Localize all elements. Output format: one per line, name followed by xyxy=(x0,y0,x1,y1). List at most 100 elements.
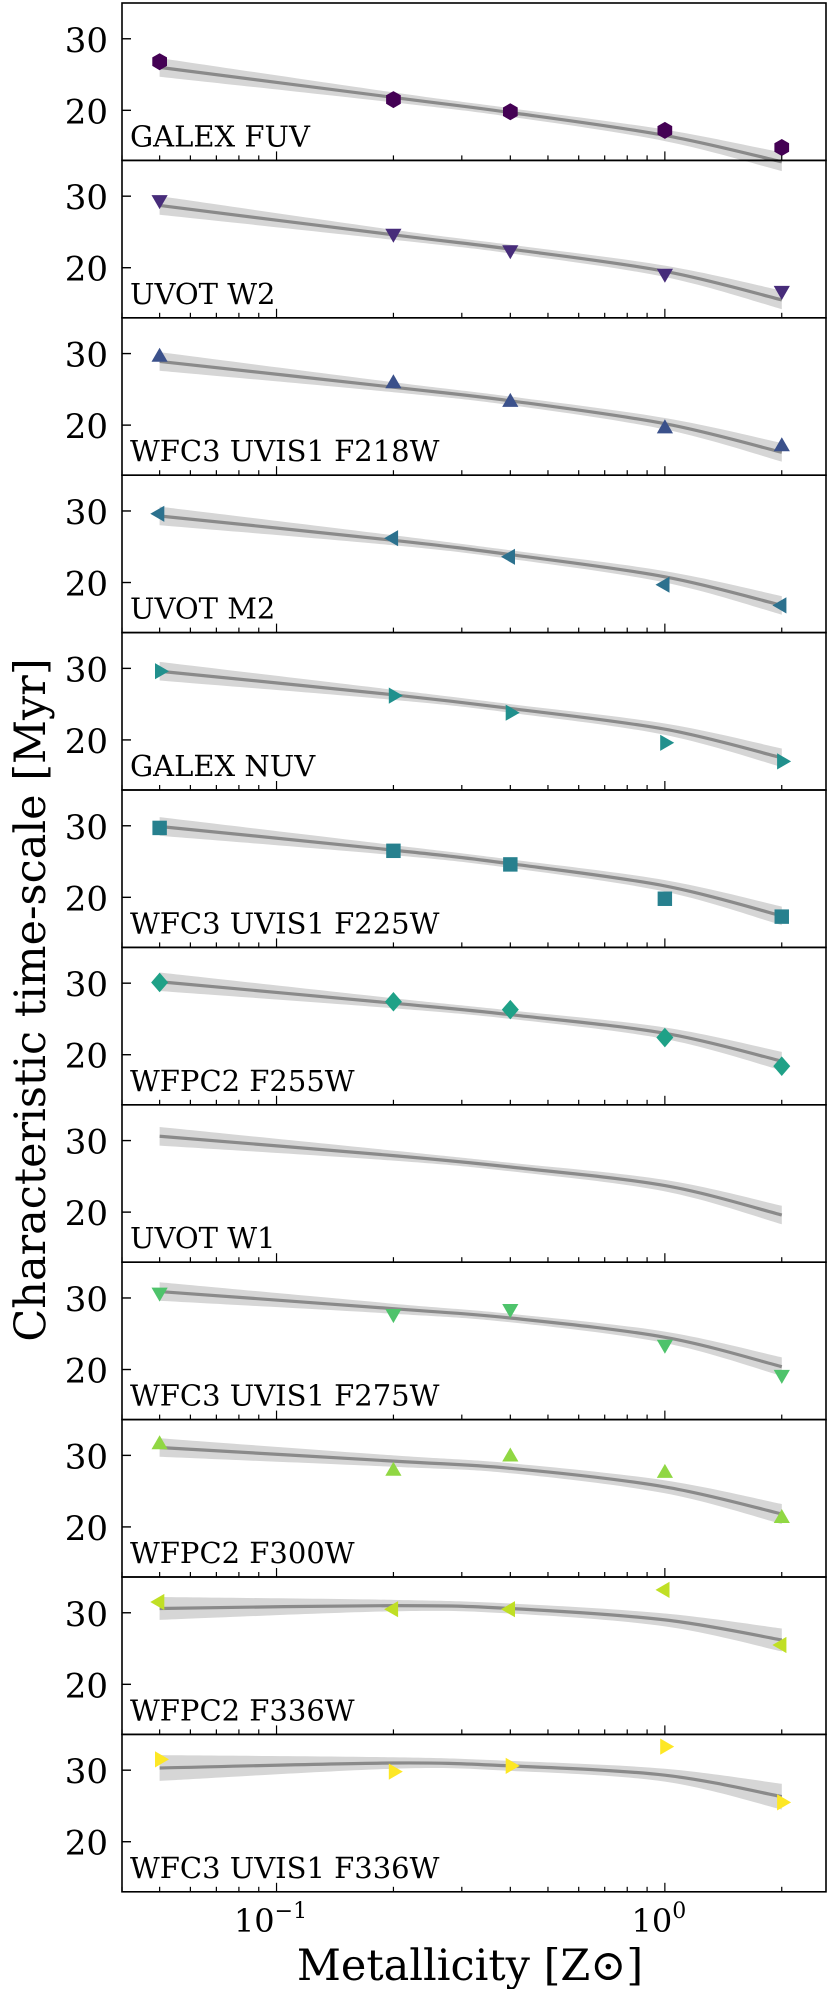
fit-line xyxy=(159,1289,783,1369)
data-point xyxy=(386,91,401,109)
data-point xyxy=(385,1309,402,1324)
y-tick-label: 30 xyxy=(65,1595,108,1635)
fit-line xyxy=(159,980,783,1063)
data-point xyxy=(150,505,165,522)
fit-line xyxy=(159,1134,783,1217)
y-axis-label: Characteristic time-scale [Myr] xyxy=(6,658,56,1341)
data-point xyxy=(656,1027,674,1048)
y-tick-label: 20 xyxy=(65,722,108,762)
data-point xyxy=(656,268,673,283)
y-tick-label: 20 xyxy=(65,1037,108,1077)
data-point xyxy=(777,753,792,770)
x-tick-label: 100 xyxy=(631,1899,686,1940)
data-point xyxy=(385,1461,402,1476)
data-point xyxy=(657,891,673,906)
panel-label: WFC3 UVIS1 F275W xyxy=(130,1379,440,1413)
data-point xyxy=(150,1593,165,1611)
data-point xyxy=(656,1463,673,1478)
panel-4: 20 30 UVOT M2 xyxy=(65,474,827,634)
data-point xyxy=(152,820,167,836)
data-point xyxy=(385,374,402,389)
data-point xyxy=(502,392,519,407)
confidence-band xyxy=(159,1282,782,1376)
data-point xyxy=(505,704,520,721)
panel-label: GALEX NUV xyxy=(130,749,316,783)
y-tick-label: 30 xyxy=(65,1280,108,1320)
data-point xyxy=(388,687,403,704)
panel-11: 20 30 WFPC2 F336W xyxy=(65,1576,827,1736)
panel-10: 20 30 WFPC2 F300W xyxy=(65,1418,827,1578)
data-point xyxy=(502,1304,519,1319)
data-point xyxy=(657,121,673,139)
panel-2: 20 30 UVOT W2 xyxy=(65,159,827,319)
x-tick-labels: 10−1 100 xyxy=(234,1899,686,1940)
panel-label: WFC3 UVIS1 F225W xyxy=(130,906,440,940)
confidence-band xyxy=(159,1755,782,1810)
fit-line xyxy=(159,359,783,454)
data-point xyxy=(773,1369,790,1384)
y-tick-label: 30 xyxy=(65,21,108,61)
data-point xyxy=(388,1763,403,1780)
data-point xyxy=(384,1601,399,1618)
data-point xyxy=(655,1581,670,1598)
data-point xyxy=(774,909,789,924)
data-point xyxy=(501,1601,515,1618)
y-tick-label: 20 xyxy=(65,92,108,132)
data-point xyxy=(501,999,519,1020)
data-point xyxy=(773,437,790,452)
panels-group: 20 30 GALEX FUV 20 30 UVOT W2 20 30 WFC3 UVIS1 F… xyxy=(65,2,827,1893)
data-point xyxy=(655,576,670,593)
y-tick-label: 30 xyxy=(65,178,108,218)
panel-8: 20 30 UVOT W1 xyxy=(65,1104,827,1264)
data-point xyxy=(503,857,518,872)
panel-5: 20 30 GALEX NUV xyxy=(65,631,827,791)
panel-label: UVOT W1 xyxy=(130,1221,275,1255)
panel-label: WFC3 UVIS1 F218W xyxy=(130,434,440,468)
data-point xyxy=(773,1509,790,1523)
data-point xyxy=(151,347,168,362)
panel-12: 20 30 WFC3 UVIS1 F336W xyxy=(65,1733,827,1893)
panel-label: WFPC2 F300W xyxy=(130,1536,355,1570)
data-point xyxy=(656,419,673,434)
data-point xyxy=(774,139,790,156)
y-tick-label: 20 xyxy=(65,1666,108,1706)
data-point xyxy=(503,103,518,121)
data-point xyxy=(386,843,401,859)
y-tick-label: 20 xyxy=(65,1824,108,1864)
x-axis-label: Metallicity [Z⊙] xyxy=(297,1941,643,1989)
y-tick-label: 20 xyxy=(65,1509,108,1549)
y-tick-label: 30 xyxy=(65,650,108,690)
y-tick-label: 30 xyxy=(65,1437,108,1477)
fit-line xyxy=(159,669,783,760)
data-point xyxy=(151,972,169,993)
data-point xyxy=(502,245,519,260)
y-tick-label: 20 xyxy=(65,407,108,447)
fit-line xyxy=(159,514,783,607)
panel-label: GALEX FUV xyxy=(130,119,311,153)
data-point xyxy=(155,663,169,680)
data-point xyxy=(660,1738,675,1755)
data-point xyxy=(777,1794,792,1811)
data-point xyxy=(385,228,402,243)
panel-label: WFPC2 F336W xyxy=(130,1693,355,1727)
panel-1: 20 30 GALEX FUV xyxy=(65,2,827,172)
confidence-band xyxy=(159,1438,782,1525)
y-tick-label: 30 xyxy=(65,965,108,1005)
panel-9: 20 30 WFC3 UVIS1 F275W xyxy=(65,1261,827,1421)
panel-7: 20 30 WFPC2 F255W xyxy=(65,946,827,1106)
panel-label: WFPC2 F255W xyxy=(130,1064,355,1098)
y-tick-label: 20 xyxy=(65,879,108,919)
panel-label: UVOT W2 xyxy=(130,277,275,311)
confidence-band xyxy=(159,1597,782,1652)
x-tick-label: 10−1 xyxy=(234,1899,307,1940)
panel-label: UVOT M2 xyxy=(130,592,275,626)
data-point xyxy=(151,1287,168,1302)
y-tick-label: 30 xyxy=(65,336,108,376)
confidence-band xyxy=(159,817,782,926)
panel-3: 20 30 WFC3 UVIS1 F218W xyxy=(65,316,827,476)
data-point xyxy=(772,597,787,614)
data-point xyxy=(384,991,402,1012)
data-point xyxy=(155,1751,169,1768)
fit-line xyxy=(159,1445,783,1516)
